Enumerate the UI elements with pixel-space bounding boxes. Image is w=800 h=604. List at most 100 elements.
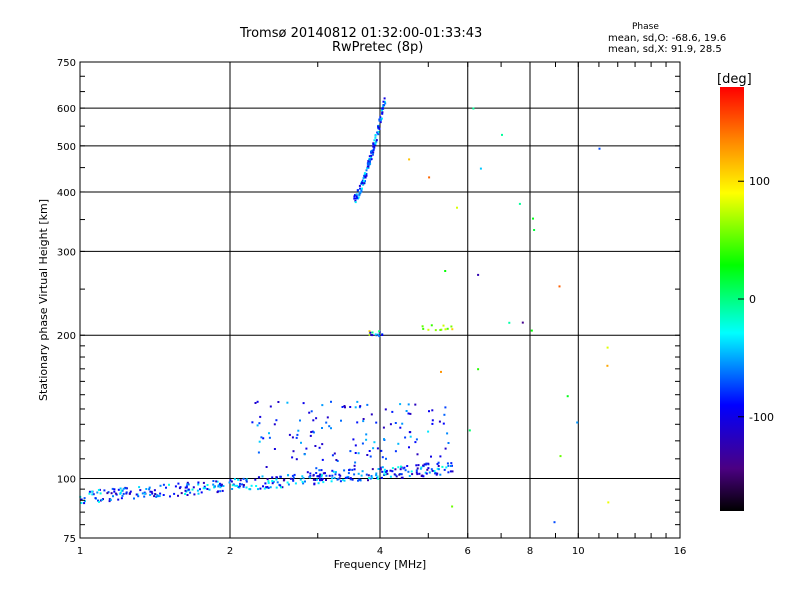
data-point (122, 492, 125, 495)
data-point (153, 495, 156, 498)
data-point (389, 475, 392, 478)
data-point (233, 478, 236, 481)
data-point (348, 468, 351, 471)
data-point (245, 486, 248, 489)
data-point (275, 419, 278, 422)
data-point (374, 136, 377, 139)
data-point (367, 479, 369, 482)
data-point (358, 184, 361, 187)
data-point (427, 467, 430, 470)
data-point (394, 450, 397, 453)
data-point (385, 457, 387, 460)
data-point (250, 484, 253, 487)
data-point (312, 419, 315, 422)
data-point (436, 463, 439, 465)
data-point (287, 483, 290, 486)
data-point (349, 450, 352, 453)
phase-stats-x: mean, sd,X: 91.9, 28.5 (608, 44, 722, 55)
data-point (381, 334, 384, 336)
data-point (354, 201, 357, 204)
y-tick-label: 750 (57, 58, 76, 69)
data-point (368, 477, 370, 480)
data-point (264, 482, 267, 485)
data-point (372, 145, 375, 148)
data-point (366, 167, 369, 170)
data-point (143, 492, 146, 495)
data-point (430, 324, 433, 327)
data-point (437, 461, 440, 464)
data-point (379, 466, 382, 469)
data-point (533, 229, 536, 231)
data-point (242, 477, 245, 480)
data-points (79, 97, 610, 524)
data-point (344, 406, 346, 409)
data-point (415, 438, 418, 441)
data-point (423, 463, 426, 466)
data-point (422, 464, 425, 467)
data-point (335, 459, 338, 461)
data-point (230, 480, 233, 483)
data-point (165, 486, 167, 489)
data-point (279, 475, 282, 478)
data-point (558, 285, 561, 288)
data-point (219, 490, 222, 493)
data-point (437, 468, 440, 471)
data-point (518, 202, 521, 205)
data-point (414, 403, 417, 406)
data-point (239, 479, 242, 482)
data-point (100, 498, 103, 501)
data-point (258, 422, 261, 425)
data-point (162, 483, 165, 486)
data-point (257, 488, 259, 491)
data-point (375, 474, 378, 477)
data-point (157, 495, 159, 498)
data-point (377, 333, 380, 336)
data-point (606, 364, 609, 367)
data-point (378, 118, 381, 121)
data-point (314, 479, 317, 481)
data-point (361, 442, 364, 445)
data-point (355, 195, 358, 198)
data-point (367, 160, 370, 162)
data-point (364, 175, 367, 178)
data-point (185, 486, 188, 489)
data-point (293, 473, 296, 476)
data-point (339, 480, 342, 483)
data-point (141, 492, 144, 495)
data-point (444, 406, 447, 409)
data-point (380, 477, 383, 479)
data-point (439, 455, 442, 458)
data-point (212, 483, 215, 486)
data-point (261, 475, 264, 478)
data-point (408, 446, 410, 449)
data-point (433, 470, 436, 472)
data-point (291, 456, 294, 459)
data-point (110, 492, 113, 495)
data-point (379, 119, 382, 122)
data-point (220, 483, 223, 486)
data-point (415, 464, 418, 467)
data-point (381, 470, 384, 473)
data-point (91, 490, 94, 493)
data-point (150, 490, 153, 493)
data-point (365, 169, 368, 172)
data-point (83, 502, 86, 505)
data-point (103, 489, 106, 492)
x-tick-label: 16 (674, 546, 687, 557)
data-point (180, 492, 183, 495)
data-point (271, 482, 274, 485)
data-point (301, 480, 304, 483)
data-point (422, 327, 425, 330)
data-point (312, 478, 315, 481)
data-point (206, 488, 209, 490)
data-point (97, 499, 99, 502)
data-point (316, 478, 318, 481)
data-point (315, 472, 318, 474)
data-point (472, 107, 475, 110)
data-point (436, 472, 439, 475)
data-point (416, 467, 419, 470)
data-point (370, 154, 373, 157)
colorbar-tick-label: -100 (749, 411, 774, 424)
data-point (219, 483, 222, 486)
data-point (360, 180, 363, 183)
